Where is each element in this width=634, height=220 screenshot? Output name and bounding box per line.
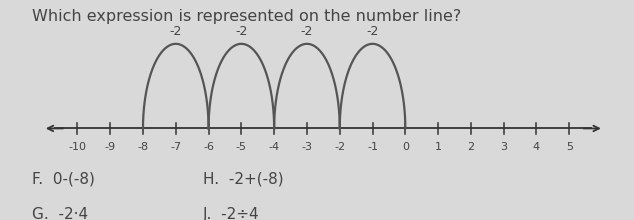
Text: -4: -4 bbox=[269, 142, 280, 152]
Text: -8: -8 bbox=[138, 142, 148, 152]
Text: -2: -2 bbox=[235, 25, 247, 38]
Text: -2: -2 bbox=[169, 25, 182, 38]
Text: Which expression is represented on the number line?: Which expression is represented on the n… bbox=[32, 9, 461, 24]
Text: 0: 0 bbox=[402, 142, 409, 152]
Text: G.  -2·4: G. -2·4 bbox=[32, 207, 88, 220]
Text: -7: -7 bbox=[170, 142, 181, 152]
Text: -2: -2 bbox=[366, 25, 378, 38]
Text: -9: -9 bbox=[105, 142, 116, 152]
Text: 2: 2 bbox=[467, 142, 474, 152]
Text: 5: 5 bbox=[566, 142, 573, 152]
Text: -2: -2 bbox=[301, 25, 313, 38]
Text: -10: -10 bbox=[68, 142, 86, 152]
Text: 3: 3 bbox=[500, 142, 507, 152]
Text: -2: -2 bbox=[334, 142, 346, 152]
Text: 4: 4 bbox=[533, 142, 540, 152]
Text: F.  0-(-8): F. 0-(-8) bbox=[32, 172, 94, 187]
Text: -6: -6 bbox=[203, 142, 214, 152]
Text: -1: -1 bbox=[367, 142, 378, 152]
Text: -5: -5 bbox=[236, 142, 247, 152]
Text: J.  -2÷4: J. -2÷4 bbox=[203, 207, 259, 220]
Text: 1: 1 bbox=[435, 142, 442, 152]
Text: -3: -3 bbox=[301, 142, 313, 152]
Text: H.  -2+(-8): H. -2+(-8) bbox=[203, 172, 283, 187]
